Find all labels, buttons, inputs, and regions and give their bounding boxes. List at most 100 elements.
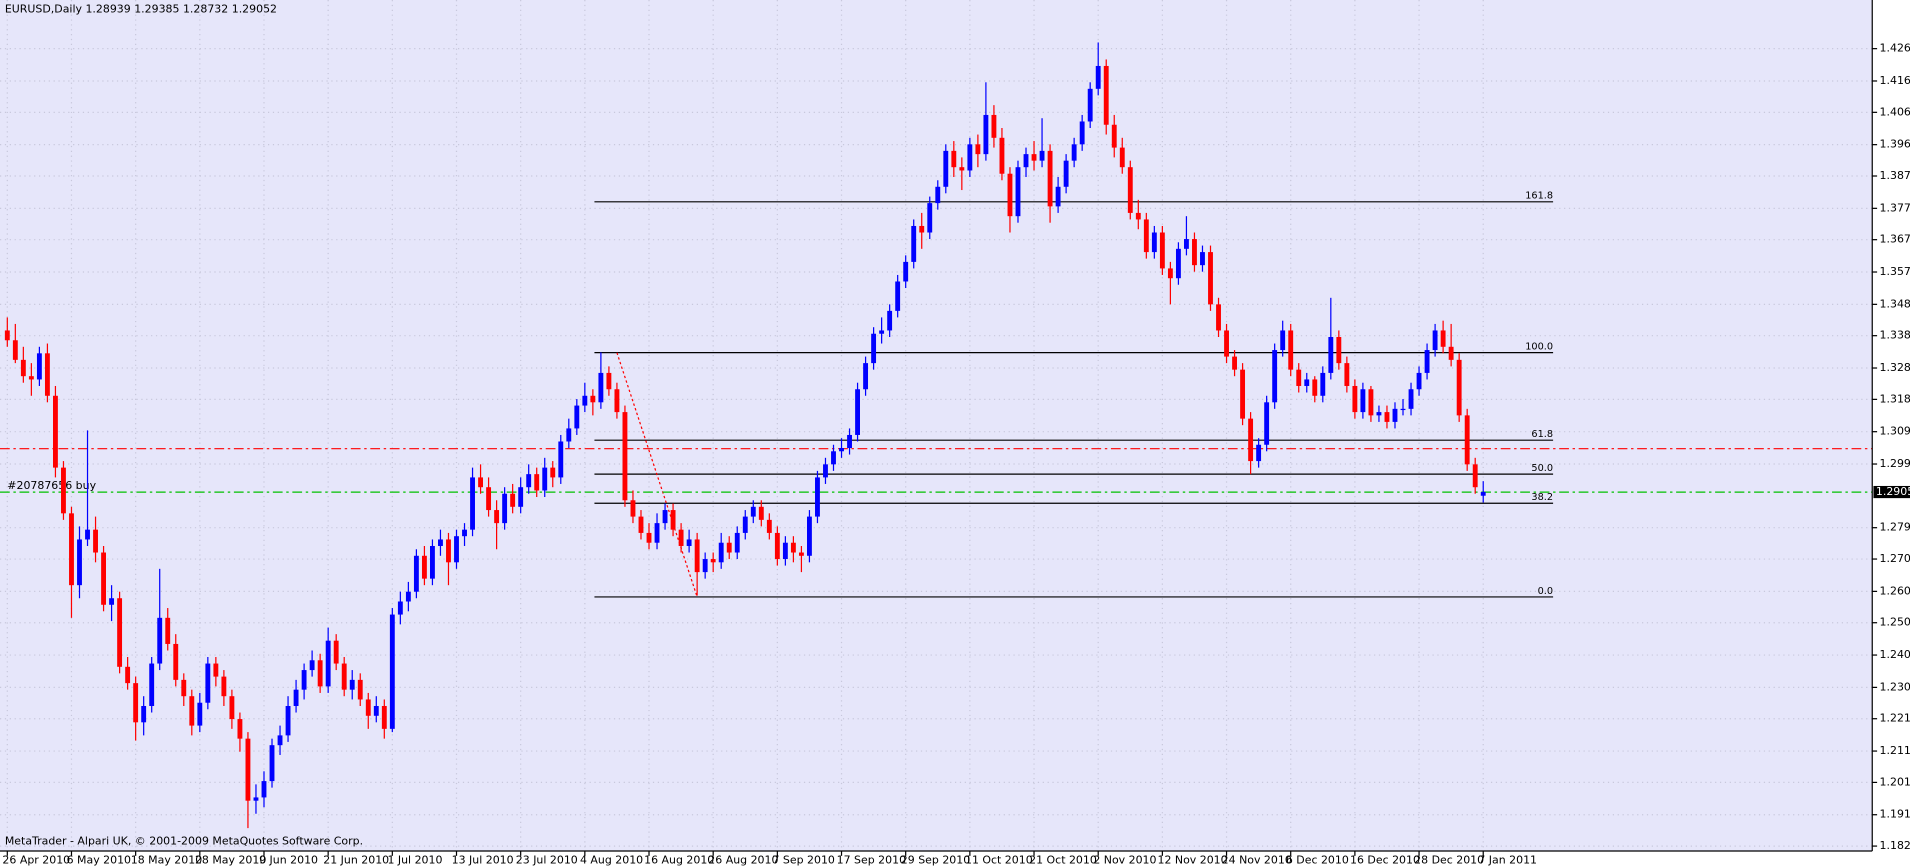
candle-body bbox=[1312, 379, 1318, 396]
candle-body bbox=[1023, 154, 1029, 168]
candle-body bbox=[421, 555, 427, 579]
candle-body bbox=[365, 699, 371, 716]
plot-layer: 161.8 100.0 61.8 50.0 38.2 0.0 #20787656 buy bbox=[0, 0, 1873, 851]
candle-body bbox=[1071, 144, 1077, 161]
candle-body bbox=[157, 617, 163, 664]
candle-body bbox=[887, 310, 893, 331]
candle-body bbox=[967, 144, 973, 171]
candle-body bbox=[1047, 150, 1053, 207]
x-tick-label: 6 May 2010 bbox=[67, 854, 131, 867]
candle-body bbox=[77, 539, 82, 586]
candle-body bbox=[44, 353, 50, 396]
candle-body bbox=[470, 477, 475, 530]
candle-body bbox=[237, 719, 243, 739]
x-tick-label: 17 Sep 2010 bbox=[837, 854, 906, 867]
x-tick-label: 9 Jun 2010 bbox=[259, 854, 318, 867]
candle-body bbox=[133, 683, 139, 723]
y-tick-label: 1.31890 bbox=[1880, 392, 1910, 405]
candle-body bbox=[686, 539, 692, 546]
candle-body bbox=[486, 487, 492, 511]
candle-body bbox=[670, 510, 676, 530]
candle-body bbox=[438, 539, 443, 546]
candle-body bbox=[1159, 232, 1165, 269]
candle-body bbox=[1408, 389, 1414, 409]
candle-body bbox=[389, 614, 395, 729]
y-tick-label: 1.33840 bbox=[1880, 329, 1910, 342]
candle-body bbox=[1432, 330, 1438, 351]
candle-body bbox=[871, 333, 877, 364]
x-tick-label: 26 Aug 2010 bbox=[708, 854, 778, 867]
candle-body bbox=[975, 144, 981, 155]
candle-body bbox=[301, 670, 307, 690]
candle-body bbox=[510, 493, 516, 507]
x-tick-label: 13 Jul 2010 bbox=[452, 854, 514, 867]
y-tick-label: 1.27000 bbox=[1880, 552, 1910, 565]
candle-body bbox=[317, 660, 323, 687]
candle-body bbox=[285, 705, 291, 736]
candle-body bbox=[28, 376, 34, 380]
candle-body bbox=[1480, 492, 1486, 496]
candle-body bbox=[173, 643, 179, 680]
candle-body bbox=[229, 696, 235, 720]
candle-body bbox=[1095, 65, 1101, 89]
candle-body bbox=[582, 395, 588, 406]
x-tick-label: 24 Nov 2010 bbox=[1222, 854, 1292, 867]
candle-body bbox=[109, 598, 115, 605]
x-tick-label: 12 Nov 2010 bbox=[1157, 854, 1227, 867]
candle-body bbox=[758, 506, 764, 520]
y-tick-label: 1.35790 bbox=[1880, 265, 1910, 278]
candle-body bbox=[1079, 121, 1085, 145]
candle-body bbox=[125, 666, 131, 684]
fib-label: 50.0 bbox=[1531, 463, 1553, 474]
candle-body bbox=[1240, 369, 1246, 419]
candle-body bbox=[1304, 379, 1310, 386]
candle-body bbox=[1151, 232, 1157, 253]
candle-body bbox=[357, 679, 363, 700]
candle-body bbox=[1224, 330, 1229, 357]
candle-body bbox=[606, 372, 612, 390]
x-tick-label: 21 Oct 2010 bbox=[1029, 854, 1097, 867]
candle-body bbox=[983, 114, 989, 155]
candle-body bbox=[269, 745, 275, 782]
candle-body bbox=[542, 467, 548, 491]
candle-body bbox=[93, 529, 98, 553]
candle-body bbox=[1167, 268, 1173, 279]
candle-body bbox=[1192, 239, 1197, 266]
x-tick-label: 2 Nov 2010 bbox=[1093, 854, 1156, 867]
candle-body bbox=[766, 519, 772, 533]
candle-body bbox=[566, 428, 572, 442]
fib-label: 161.8 bbox=[1525, 191, 1553, 202]
candle-body bbox=[742, 516, 748, 533]
candle-body bbox=[1352, 385, 1358, 413]
x-tick-label: 16 Dec 2010 bbox=[1350, 854, 1420, 867]
candle-body bbox=[117, 598, 123, 667]
x-tick-label: 1 Jul 2010 bbox=[387, 854, 442, 867]
candle-body bbox=[598, 372, 604, 403]
candle-body bbox=[12, 340, 18, 360]
x-tick-label: 7 Jan 2011 bbox=[1478, 854, 1537, 867]
x-tick-label: 21 Jun 2010 bbox=[323, 854, 389, 867]
y-tick-label: 1.29910 bbox=[1880, 457, 1910, 470]
candle-body bbox=[678, 529, 684, 546]
candle-body bbox=[1256, 444, 1262, 462]
y-tick-label: 1.41640 bbox=[1880, 74, 1910, 87]
y-tick-label: 1.27960 bbox=[1880, 521, 1910, 534]
candle-body bbox=[590, 395, 596, 403]
y-tick-label: 1.19170 bbox=[1880, 808, 1910, 821]
candle-body bbox=[863, 363, 869, 390]
candle-body bbox=[53, 395, 58, 468]
candle-body bbox=[189, 696, 195, 726]
candle-body bbox=[847, 434, 852, 449]
candle-body bbox=[494, 510, 500, 524]
y-tick-label: 1.18210 bbox=[1880, 839, 1910, 852]
x-tick-label: 23 Jul 2010 bbox=[516, 854, 578, 867]
candle-body bbox=[446, 539, 451, 563]
candle-body bbox=[855, 389, 860, 435]
candle-body bbox=[550, 467, 556, 478]
candle-body bbox=[1135, 212, 1141, 220]
y-tick-label: 1.37740 bbox=[1880, 201, 1910, 214]
candle-body bbox=[895, 281, 901, 311]
candle-body bbox=[253, 797, 259, 801]
y-tick-label: 1.26010 bbox=[1880, 584, 1910, 597]
